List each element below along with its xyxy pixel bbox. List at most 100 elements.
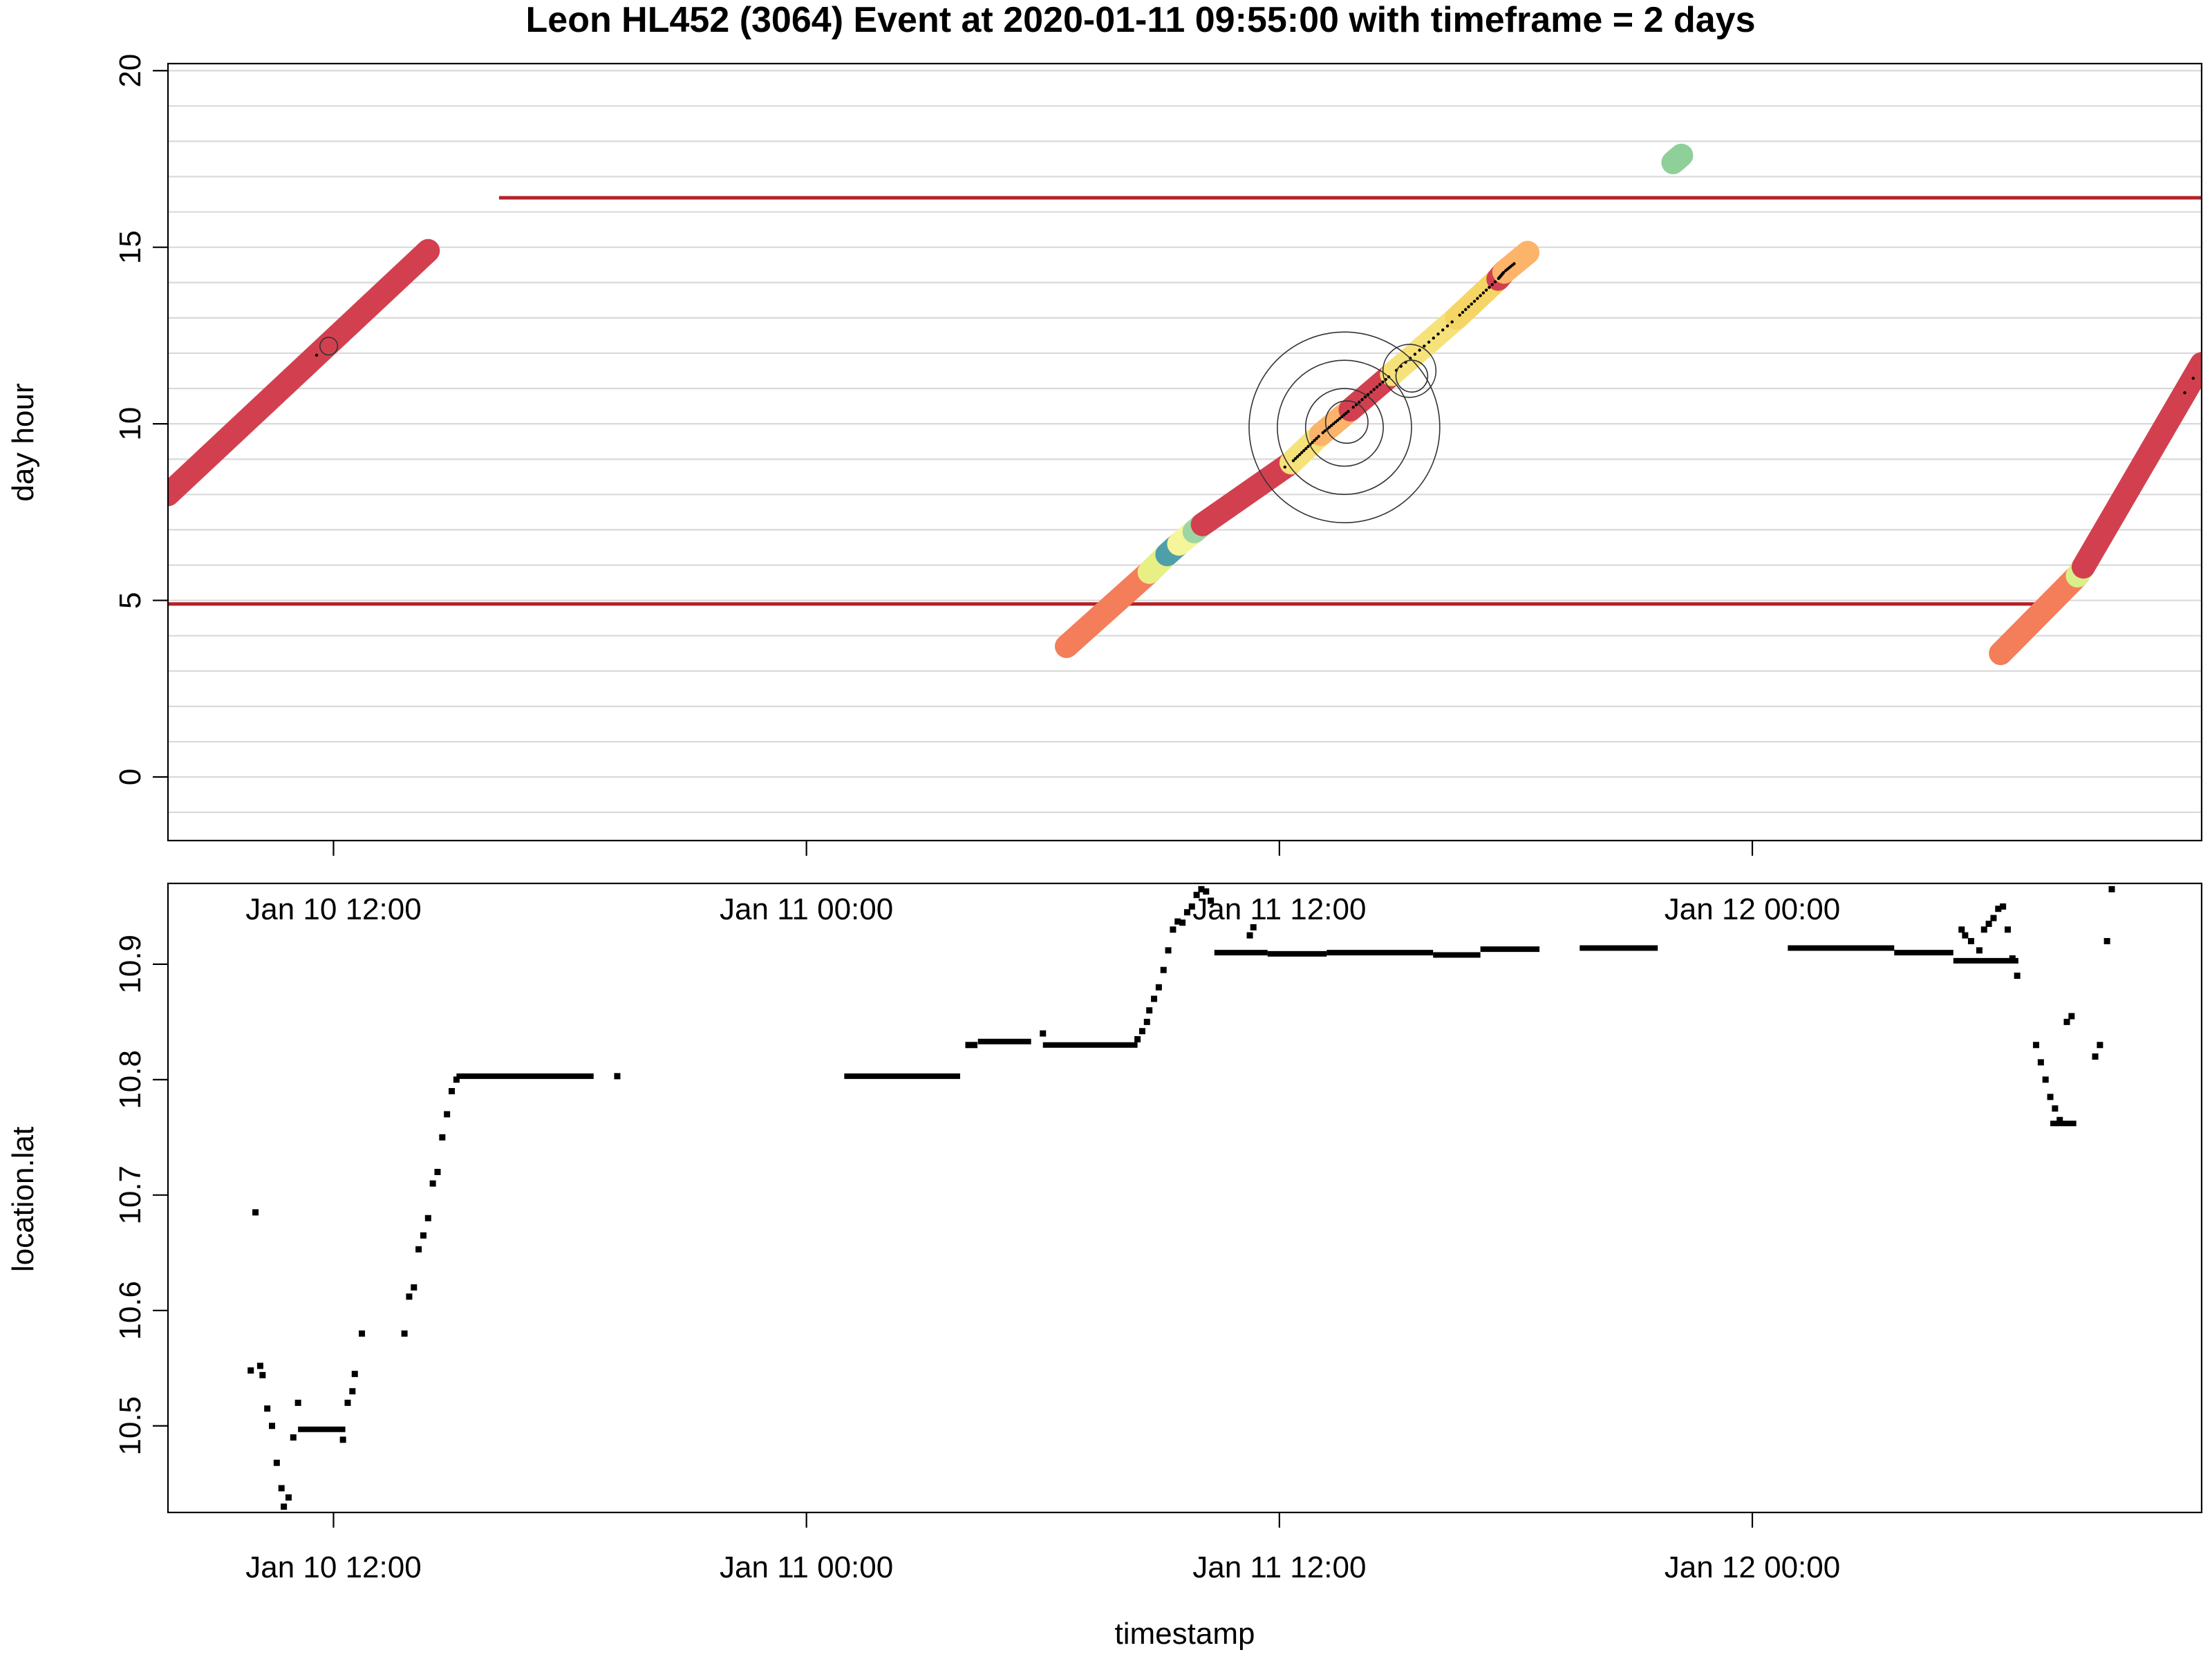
location-lat-point — [1160, 966, 1167, 973]
day-hour-point — [1493, 280, 1497, 283]
location-lat-axis-label: location.lat — [6, 1127, 40, 1272]
location-lat-point — [415, 1246, 422, 1253]
day-hour-point — [1329, 424, 1333, 427]
day-hour-point — [1481, 291, 1485, 294]
day-hour-point — [2191, 377, 2195, 380]
location-lat-point — [406, 1293, 413, 1300]
day-hour-point — [1413, 353, 1417, 356]
location-lat-panel: 10.5 10.6 10.7 10.8 10.9 Jan 10 12:00 Jan 11 … — [6, 882, 2203, 1651]
location-lat-point — [420, 1232, 427, 1239]
location-lat-point — [294, 1399, 301, 1406]
day-hour-series-band — [168, 238, 440, 507]
location-lat-point — [429, 1180, 436, 1187]
day-hour-point — [1375, 385, 1379, 389]
day-hour-point — [1476, 297, 1479, 300]
location-lat-point — [2047, 1094, 2054, 1100]
day-hour-point — [1302, 449, 1306, 453]
timestamp-tick-label: Jan 11 00:00 — [720, 1550, 893, 1584]
location-lat-point — [401, 1330, 408, 1337]
location-lat-tick-label: 10.8 — [113, 1050, 147, 1109]
location-lat-point — [2000, 903, 2007, 910]
day-hour-point — [1450, 320, 1454, 324]
timestamp-tick-label: Jan 11 12:00 — [1192, 1550, 1366, 1584]
location-lat-point — [2097, 1042, 2103, 1049]
location-lat-point — [1143, 1018, 1150, 1025]
location-lat-point — [1967, 937, 1974, 944]
location-lat-point — [1134, 1035, 1141, 1042]
day-hour-point — [1295, 455, 1300, 458]
day-hour-point — [1472, 299, 1477, 303]
location-lat-tick-label: 10.7 — [113, 1165, 147, 1225]
location-lat-point — [1208, 897, 1215, 904]
day-hour-point — [1363, 395, 1367, 399]
day-hour-point — [1490, 283, 1494, 286]
location-lat-point — [1170, 926, 1177, 933]
location-lat-point — [1198, 885, 1205, 892]
day-hour-point — [2183, 391, 2186, 395]
day-hour-point — [1369, 390, 1373, 394]
day-hour-point — [1340, 415, 1344, 419]
location-lat-point — [2063, 1018, 2070, 1025]
location-lat-point — [264, 1405, 271, 1412]
timestamp-inner-label: Jan 10 12:00 — [245, 892, 421, 926]
location-lat-point — [453, 1076, 460, 1083]
location-lat-tick-label: 10.5 — [113, 1396, 147, 1456]
location-lat-point — [285, 1494, 292, 1501]
day-hour-point — [1283, 465, 1286, 469]
day-hour-point — [1378, 382, 1382, 386]
day-hour-point — [1461, 310, 1465, 315]
day-hour-point — [1304, 447, 1308, 451]
event-ring — [1248, 331, 1441, 523]
timestamp-inner-label: Jan 12 00:00 — [1665, 892, 1840, 926]
day-hour-point — [1423, 344, 1426, 348]
location-lat-point — [2056, 1116, 2063, 1123]
day-hour-tick-label: 5 — [113, 592, 147, 608]
location-lat-point — [2033, 1042, 2040, 1049]
location-lat-point — [281, 1503, 288, 1510]
location-lat-point — [2042, 1076, 2049, 1083]
event-ring — [319, 337, 339, 356]
event-ring — [1382, 344, 1437, 398]
day-hour-point — [1467, 305, 1470, 308]
day-hour-point — [1306, 444, 1310, 449]
day-hour-point — [1418, 348, 1421, 352]
location-lat-point — [2103, 937, 2110, 944]
day-hour-point — [1297, 453, 1302, 456]
location-lat-plot-frame — [167, 882, 2203, 1514]
event-ring — [1277, 359, 1412, 496]
location-lat-point — [2092, 1053, 2099, 1060]
day-hour-tick-label: 20 — [113, 54, 147, 88]
day-hour-point — [1317, 435, 1320, 438]
day-hour-plot-frame — [167, 62, 2203, 842]
day-hour-point — [1432, 336, 1436, 340]
day-hour-point — [1351, 405, 1355, 409]
chart-title: Leon HL452 (3064) Event at 2020-01-11 09… — [526, 0, 1756, 40]
location-lat-tick-label: 10.9 — [113, 935, 147, 994]
location-lat-point — [1146, 1007, 1153, 1014]
day-hour-point — [1323, 429, 1327, 433]
location-lat-point — [278, 1485, 285, 1492]
day-hour-point — [1381, 380, 1385, 384]
location-lat-point — [1995, 906, 2002, 912]
day-hour-point — [1333, 420, 1338, 424]
location-lat-point — [411, 1284, 418, 1291]
day-hour-point — [1470, 302, 1473, 306]
day-hour-tick-label: 0 — [113, 769, 147, 785]
location-lat-point — [424, 1215, 431, 1221]
location-lat-point — [1250, 924, 1257, 930]
location-lat-point — [1990, 915, 1997, 921]
day-hour-series-band — [1989, 563, 2090, 666]
day-hour-point — [1347, 410, 1350, 413]
location-lat-point — [1040, 1030, 1047, 1037]
location-lat-point — [1188, 903, 1195, 910]
day-hour-point — [1458, 313, 1461, 317]
location-lat-point — [965, 1042, 972, 1049]
location-lat-point — [2014, 973, 2021, 980]
location-lat-point — [290, 1434, 297, 1441]
location-lat-point — [2052, 1105, 2059, 1112]
location-lat-point — [344, 1399, 351, 1406]
location-lat-point — [1179, 919, 1186, 926]
day-hour-point — [1479, 294, 1482, 297]
location-lat-point — [2004, 926, 2011, 933]
event-ring — [1395, 359, 1429, 393]
